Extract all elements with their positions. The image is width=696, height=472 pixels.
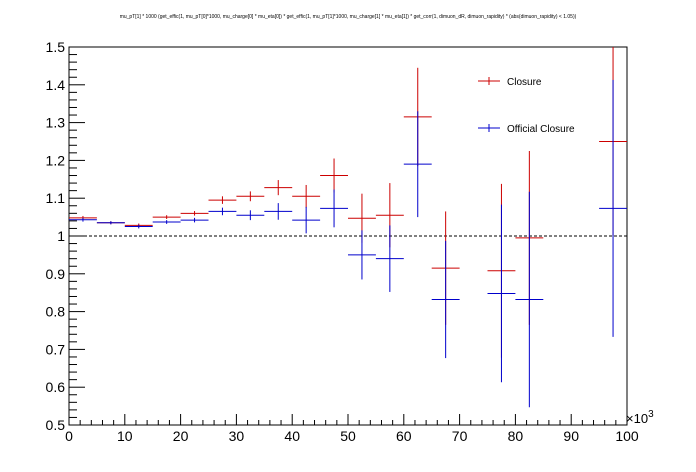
x-tick-label: 70 xyxy=(452,428,468,444)
x-tick-label: 50 xyxy=(340,428,356,444)
y-tick-label: 0.7 xyxy=(46,341,66,357)
x-tick-label: 80 xyxy=(508,428,524,444)
x-tick-label: 30 xyxy=(229,428,245,444)
x-tick-label: 40 xyxy=(284,428,300,444)
y-tick-label: 0.8 xyxy=(46,304,66,320)
legend-label: Closure xyxy=(507,77,542,88)
axes-group: 0 10 20 30 40 50 60 70 80 90 100 0.5 0.6 0.7 0.8 0.9 1 1.… xyxy=(46,39,655,444)
chart-title: mu_pT[1] * 1000 (get_effic(1, mu_pT[0]*1… xyxy=(120,14,577,20)
x-tick-label: 0 xyxy=(65,428,73,444)
x-exponent-label: ×103 xyxy=(626,409,654,426)
legend: Closure Official Closure xyxy=(478,77,575,135)
y-tick-label: 0.5 xyxy=(46,417,66,433)
x-tick-label: 60 xyxy=(396,428,412,444)
y-tick-label: 1.2 xyxy=(46,152,66,168)
series-official-closure xyxy=(69,79,627,408)
y-tick-label: 1 xyxy=(57,228,65,244)
y-tick-label: 0.9 xyxy=(46,266,66,282)
legend-label: Official Closure xyxy=(507,124,575,135)
y-tick-label: 1.4 xyxy=(46,77,66,93)
series-group xyxy=(69,47,627,408)
x-tick-label: 90 xyxy=(563,428,579,444)
y-tick-label: 1.3 xyxy=(46,115,66,131)
x-tick-label: 100 xyxy=(615,428,639,444)
y-tick-label: 0.6 xyxy=(46,379,66,395)
x-tick-label: 20 xyxy=(173,428,189,444)
y-tick-label: 1.1 xyxy=(46,190,66,206)
x-tick-label: 10 xyxy=(117,428,133,444)
y-tick-label: 1.5 xyxy=(46,39,66,55)
x-exponent-power: 3 xyxy=(648,409,654,420)
